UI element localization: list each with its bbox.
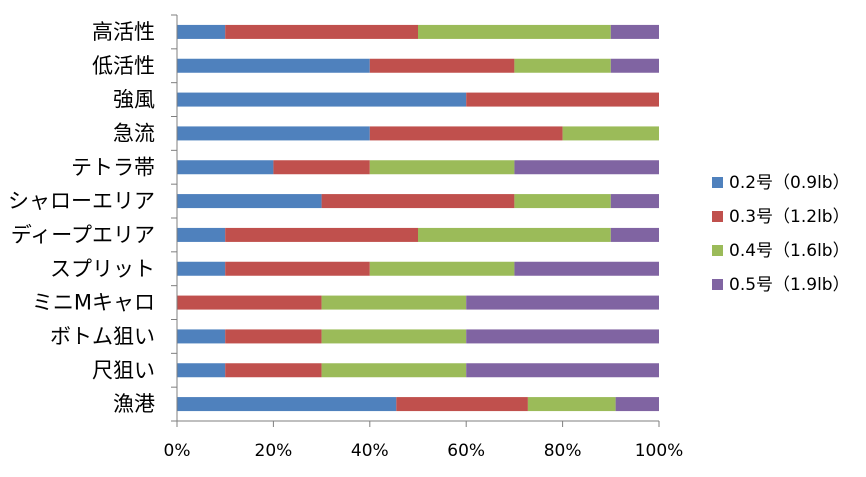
bar-segment-10-series-2 — [225, 329, 322, 344]
bar-segment-12-series-1 — [177, 397, 397, 412]
x-tick-labels: 0% 20% 40% 60% 80% 100% — [164, 441, 684, 461]
x-tick-label: 40% — [351, 441, 389, 461]
bar-segment-1-series-3 — [418, 24, 611, 39]
bar-segment-1-series-1 — [177, 24, 226, 39]
category-label: ボトム狙い — [50, 324, 155, 348]
bar-segment-5-series-3 — [369, 160, 515, 175]
axes-group — [171, 14, 660, 427]
bar-segment-3-series-1 — [177, 92, 467, 107]
x-tick-label: 100% — [635, 441, 684, 461]
legend-label-4: 0.5号（1.9lb） — [729, 275, 850, 295]
category-label: スプリット — [50, 257, 155, 281]
bar-segment-12-series-4 — [615, 397, 659, 412]
bar-segment-7-series-2 — [225, 227, 418, 242]
bar-segment-8-series-4 — [514, 261, 659, 276]
bar-segment-4-series-1 — [177, 126, 370, 141]
category-label: テトラ帯 — [71, 155, 155, 179]
bar-segment-12-series-2 — [396, 397, 528, 412]
bar-segment-7-series-4 — [610, 227, 659, 242]
legend-swatch-1 — [712, 177, 723, 188]
legend-label-2: 0.3号（1.2lb） — [729, 207, 850, 227]
bar-segment-9-series-4 — [466, 295, 659, 310]
x-tick-label: 0% — [164, 441, 191, 461]
legend-swatch-3 — [712, 245, 723, 256]
bar-segment-11-series-1 — [177, 363, 226, 378]
legend-swatch-2 — [712, 211, 723, 222]
bar-segment-5-series-1 — [177, 160, 274, 175]
category-label: 急流 — [113, 121, 155, 145]
bar-segment-5-series-2 — [273, 160, 370, 175]
x-tick-label: 20% — [255, 441, 293, 461]
bar-segment-7-series-3 — [418, 227, 611, 242]
bar-segment-9-series-2 — [177, 295, 322, 310]
x-tick-label: 60% — [447, 441, 485, 461]
bar-segment-4-series-2 — [369, 126, 563, 141]
category-labels: 高活性低活性強風急流テトラ帯シャローエリアディープエリアスプリットミニMキャロボ… — [8, 20, 155, 416]
bar-segment-2-series-2 — [369, 58, 515, 73]
category-label: ミニMキャロ — [32, 291, 155, 315]
bar-segment-7-series-1 — [177, 227, 226, 242]
x-tick-label: 80% — [544, 441, 582, 461]
bar-segment-10-series-3 — [321, 329, 467, 344]
bar-segment-9-series-3 — [321, 295, 467, 310]
bar-segment-1-series-4 — [610, 24, 659, 39]
bar-segment-4-series-3 — [562, 126, 659, 141]
category-label: 強風 — [113, 88, 155, 112]
bar-segment-6-series-2 — [321, 194, 515, 209]
category-label: 尺狙い — [92, 358, 155, 382]
legend-swatch-4 — [712, 279, 723, 290]
bar-segment-11-series-2 — [225, 363, 322, 378]
category-label: 漁港 — [113, 392, 155, 416]
bar-segment-11-series-4 — [466, 363, 659, 378]
legend-label-3: 0.4号（1.6lb） — [729, 241, 850, 261]
bar-segment-10-series-1 — [177, 329, 226, 344]
bar-segment-8-series-2 — [225, 261, 370, 276]
bar-segment-6-series-3 — [514, 194, 611, 209]
category-label: 高活性 — [92, 20, 155, 44]
bar-segment-11-series-3 — [321, 363, 467, 378]
category-label: ディープエリア — [11, 223, 155, 247]
bar-segment-2-series-3 — [514, 58, 611, 73]
bar-segment-6-series-4 — [610, 194, 659, 209]
bar-segment-10-series-4 — [466, 329, 659, 344]
bar-segment-3-series-2 — [466, 92, 659, 107]
bar-segment-1-series-2 — [225, 24, 418, 39]
bars-group — [177, 24, 659, 412]
category-label: シャローエリア — [8, 189, 155, 213]
bar-segment-6-series-1 — [177, 194, 322, 209]
bar-segment-5-series-4 — [514, 160, 659, 175]
bar-segment-2-series-4 — [610, 58, 659, 73]
legend: 0.2号（0.9lb） 0.3号（1.2lb） 0.4号（1.6lb） 0.5号（1.… — [712, 173, 850, 295]
category-label: 低活性 — [92, 54, 155, 78]
bar-segment-12-series-3 — [527, 397, 616, 412]
bar-segment-8-series-3 — [369, 261, 515, 276]
legend-label-1: 0.2号（0.9lb） — [729, 173, 850, 193]
bar-segment-8-series-1 — [177, 261, 226, 276]
bar-segment-2-series-1 — [177, 58, 370, 73]
